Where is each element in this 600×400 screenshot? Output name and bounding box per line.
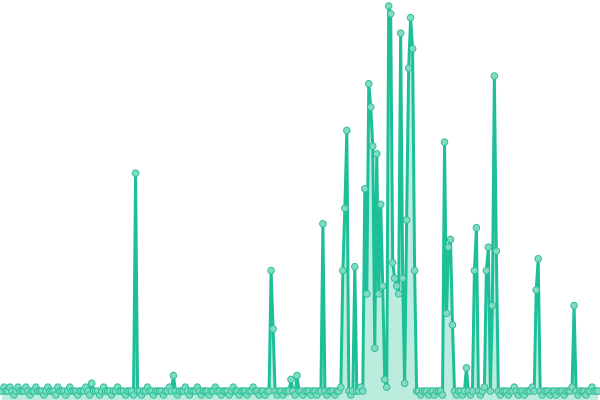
data-point: [366, 103, 375, 111]
data-point: [492, 247, 501, 255]
data-point: [472, 223, 481, 232]
area-fill: [2, 6, 598, 400]
data-point: [358, 387, 367, 395]
data-point: [400, 379, 409, 388]
data-point: [390, 274, 399, 283]
data-point: [532, 286, 541, 294]
data-point: [394, 290, 403, 298]
data-point: [343, 126, 351, 135]
data-point: [382, 383, 391, 392]
data-point: [370, 344, 379, 353]
data-point: [319, 220, 327, 228]
data-point: [287, 375, 295, 384]
data-point: [404, 64, 413, 73]
data-point: [388, 258, 397, 267]
data-point: [410, 266, 419, 275]
data-point: [337, 383, 345, 392]
data-point: [360, 185, 369, 193]
data-point: [534, 255, 543, 263]
data-point: [486, 387, 495, 395]
data-point: [87, 379, 96, 388]
data-point: [462, 363, 471, 372]
data-point: [594, 387, 600, 395]
data-point: [444, 243, 453, 251]
data-point: [438, 391, 447, 399]
data-point: [480, 383, 489, 392]
data-point: [131, 169, 140, 178]
data-point: [396, 29, 405, 38]
data-point: [398, 274, 407, 283]
data-point: [339, 266, 347, 275]
data-point: [269, 325, 277, 333]
data-point: [408, 44, 417, 53]
data-point: [446, 235, 455, 244]
data-point: [341, 204, 349, 213]
data-point: [372, 150, 381, 158]
data-point: [376, 200, 385, 209]
data-point: [380, 375, 389, 384]
data-point: [440, 138, 449, 146]
series-line: [0, 4, 598, 397]
data-point: [448, 321, 457, 329]
data-point: [406, 13, 415, 22]
data-point: [364, 80, 373, 88]
data-point: [484, 243, 493, 251]
data-point: [267, 266, 275, 275]
data-point: [490, 72, 499, 80]
data-point: [392, 282, 401, 290]
data-point: [293, 371, 301, 380]
data-point: [442, 309, 451, 318]
data-point: [351, 262, 359, 271]
data-point: [482, 266, 491, 275]
data-point: [362, 290, 371, 298]
data-point: [570, 301, 578, 310]
data-point: [374, 290, 383, 298]
data-point: [368, 142, 377, 150]
data-point: [470, 266, 479, 275]
data-point: [402, 216, 411, 224]
data-point: [488, 301, 497, 310]
data-point: [386, 9, 395, 18]
data-point: [169, 371, 178, 380]
data-point: [384, 2, 393, 10]
data-point: [378, 282, 387, 290]
